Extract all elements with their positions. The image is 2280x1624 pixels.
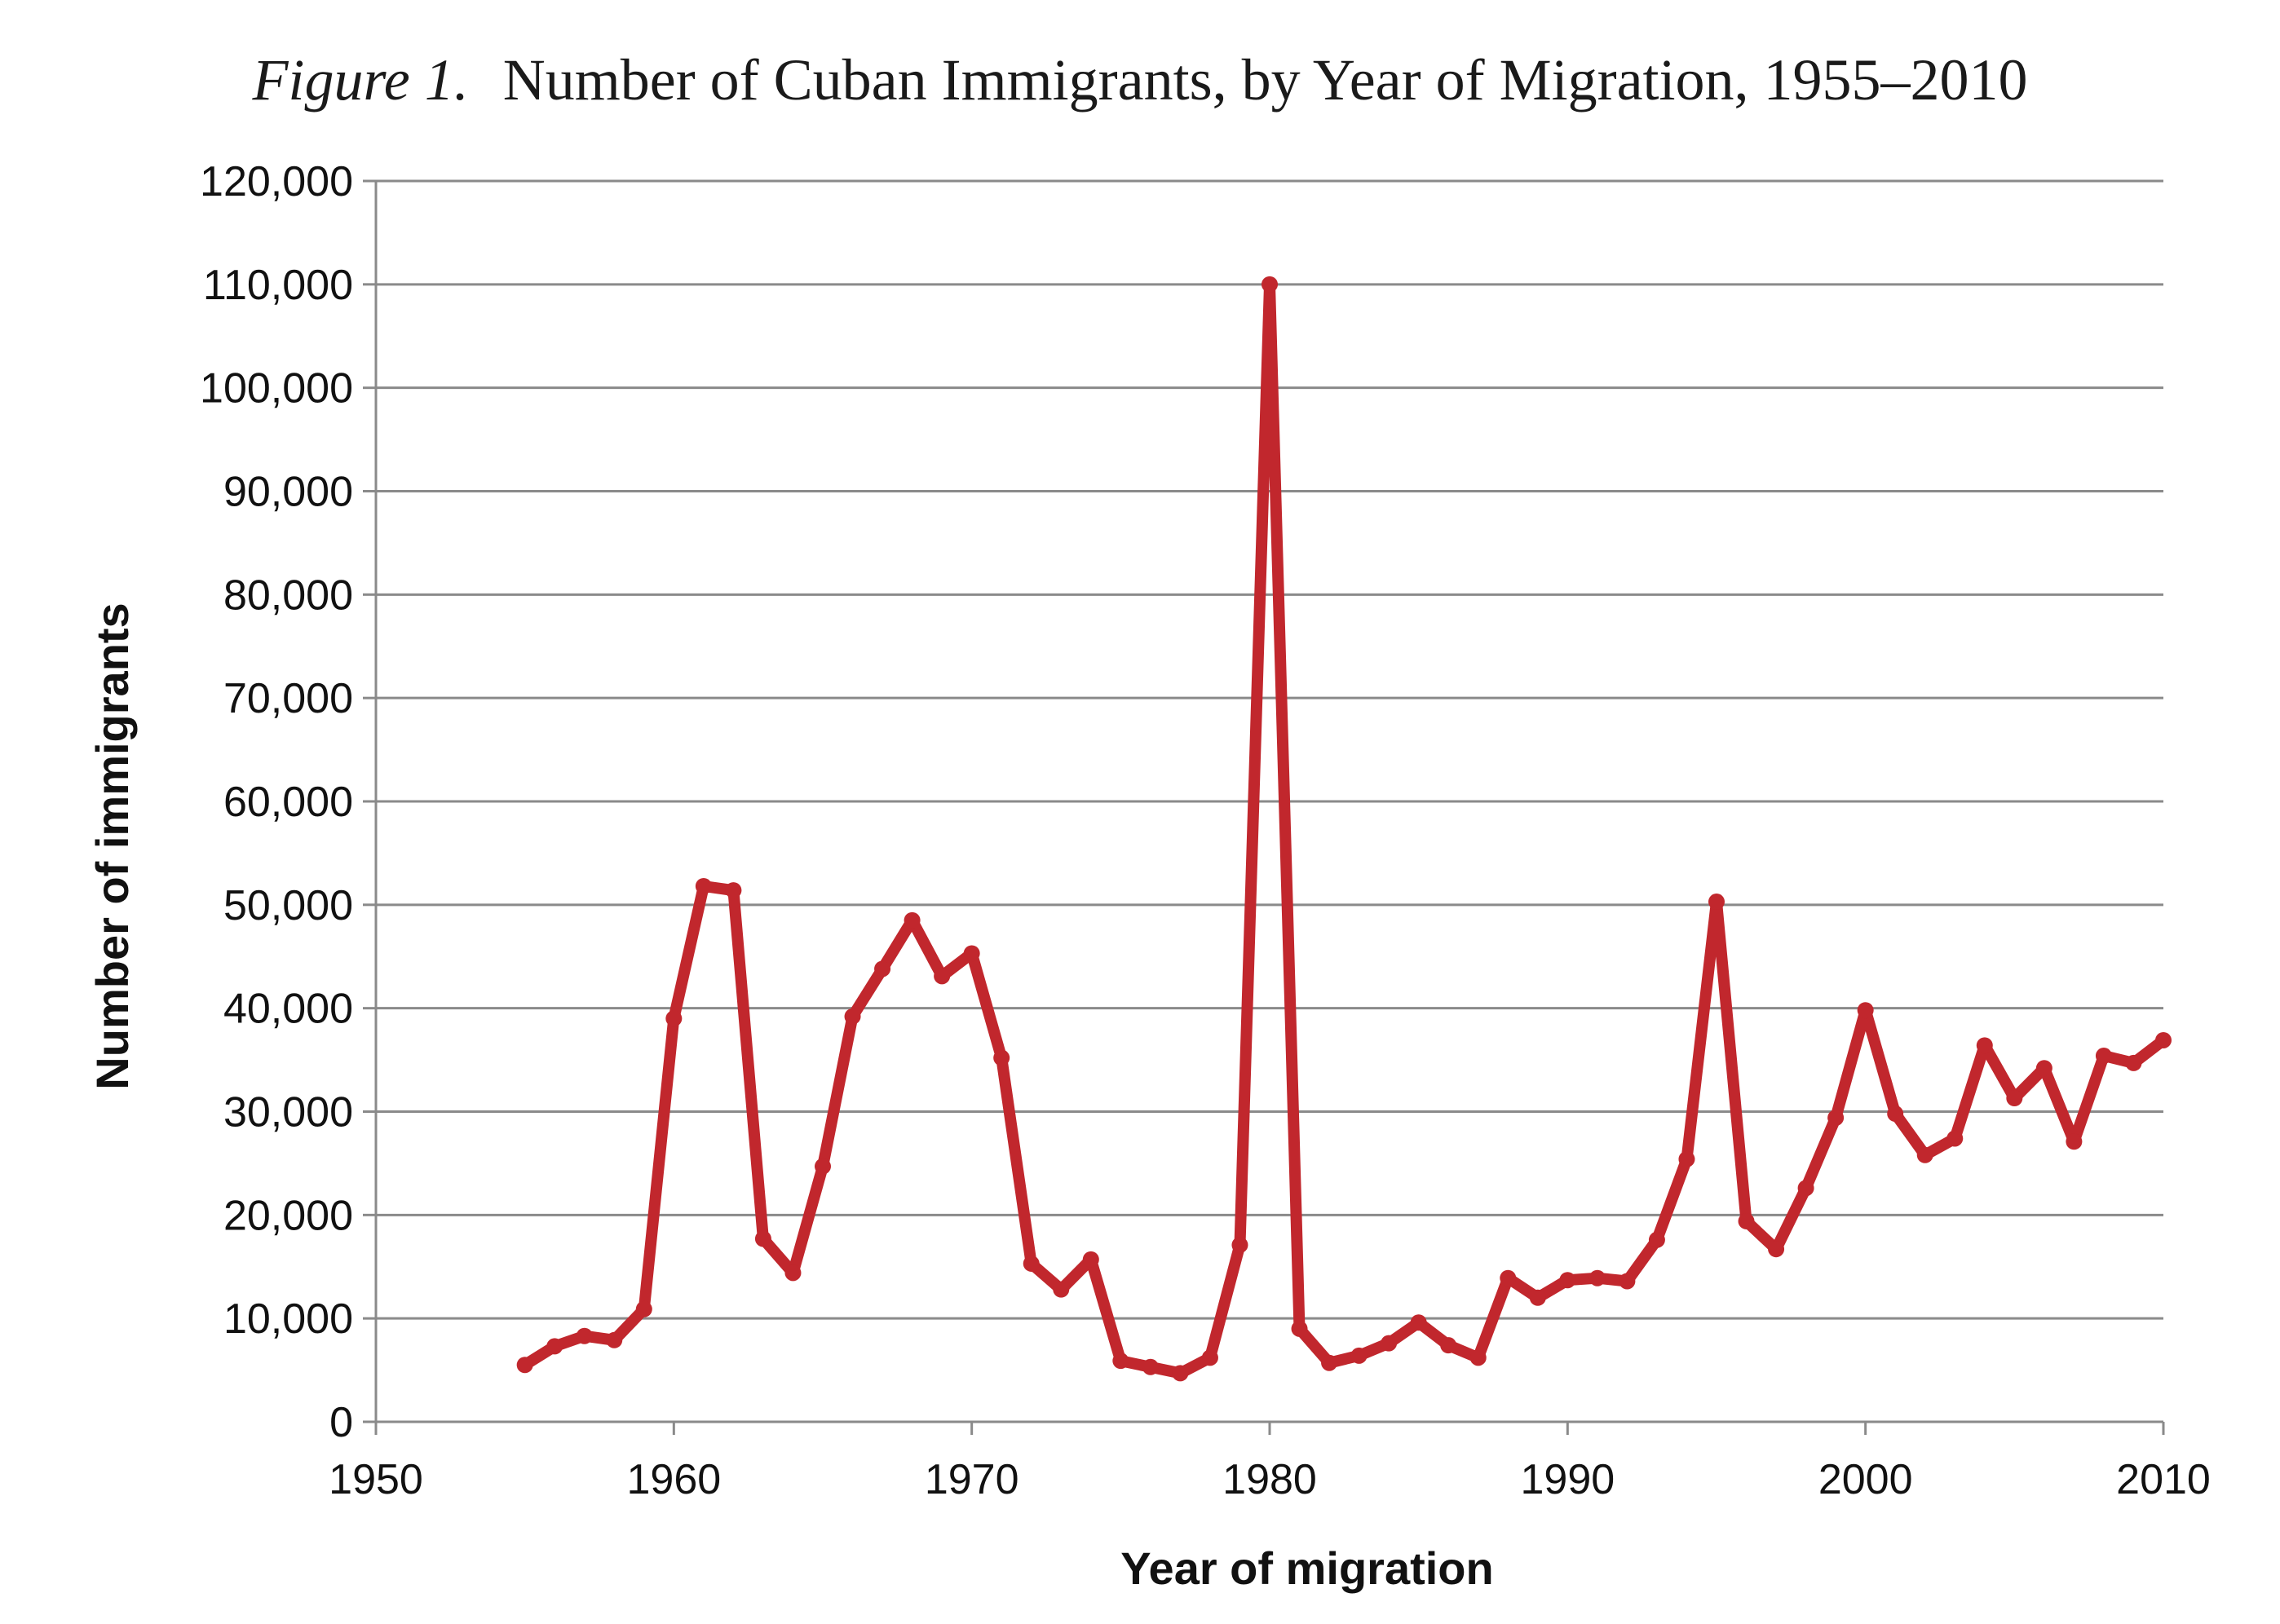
data-point [2125, 1054, 2142, 1071]
data-point [844, 1008, 861, 1025]
y-tick-labels: 0 10,000 20,000 30,000 40,000 50,000 60,000 70,… [200, 158, 353, 1446]
data-point [1231, 1237, 1248, 1254]
x-axis-label: Year of migration [1120, 1542, 1493, 1594]
x-tick-labels: 1950 1960 1970 1980 1990 2000 2010 [329, 1456, 2211, 1503]
data-point [963, 945, 980, 962]
y-tick-label: 60,000 [223, 779, 353, 826]
data-point [516, 1357, 533, 1374]
series-line [519, 278, 2169, 1379]
data-point [1023, 1255, 1040, 1272]
data-point [993, 1049, 1010, 1066]
data-point [1678, 1150, 1695, 1167]
data-point [1559, 1272, 1576, 1289]
data-point [1768, 1241, 1785, 1258]
x-tick-label: 1970 [925, 1456, 1019, 1503]
data-point [725, 882, 742, 899]
data-point [1738, 1212, 1755, 1229]
data-point [2035, 1060, 2052, 1077]
data-point [695, 878, 712, 895]
axes [363, 179, 2165, 1435]
data-point [815, 1158, 831, 1175]
chart-title: Figure 1. Number of Cuban Immigrants, by… [251, 47, 2027, 113]
x-tick-label: 1950 [329, 1456, 423, 1503]
data-point [1827, 1110, 1845, 1127]
data-point [1529, 1289, 1546, 1306]
data-point [1410, 1314, 1427, 1331]
data-point [1053, 1281, 1070, 1298]
data-point [2155, 1031, 2172, 1048]
y-tick-label: 110,000 [203, 262, 353, 309]
data-point [1648, 1231, 1665, 1248]
series-line-group [516, 276, 2172, 1382]
y-tick-label: 10,000 [223, 1295, 353, 1343]
data-point [1708, 894, 1725, 911]
y-tick-label: 40,000 [223, 986, 353, 1033]
data-point [1291, 1320, 1308, 1337]
y-tick-label: 20,000 [223, 1192, 353, 1239]
x-tick-label: 1960 [626, 1456, 721, 1503]
y-tick-label: 0 [329, 1399, 353, 1446]
x-tick-label: 2000 [1818, 1456, 1913, 1503]
data-point [1797, 1180, 1814, 1197]
y-tick-label: 90,000 [223, 469, 353, 516]
data-point [1172, 1365, 1189, 1382]
y-tick-label: 100,000 [200, 365, 353, 413]
data-point [1440, 1337, 1457, 1354]
data-point [754, 1230, 771, 1247]
data-point [1619, 1273, 1636, 1290]
data-point [1469, 1349, 1487, 1366]
y-tick-label: 30,000 [223, 1089, 353, 1136]
y-tick-label: 120,000 [200, 158, 353, 205]
data-point [576, 1327, 593, 1344]
data-point [546, 1338, 563, 1355]
data-point [1857, 1002, 1874, 1019]
x-tick-label: 1990 [1520, 1456, 1615, 1503]
data-point [1500, 1269, 1517, 1286]
data-point [606, 1331, 623, 1348]
data-point [1588, 1269, 1606, 1286]
data-point [1916, 1146, 1933, 1163]
data-point [1201, 1349, 1218, 1366]
data-point [2066, 1133, 2083, 1150]
data-point [1082, 1251, 1099, 1268]
data-point [2006, 1090, 2023, 1107]
data-point [1350, 1347, 1368, 1364]
data-point [1976, 1037, 1993, 1054]
data-point [1321, 1354, 1338, 1371]
data-point [934, 968, 951, 985]
data-point [904, 911, 921, 929]
title-main: Number of Cuban Immigrants, by Year of M… [503, 47, 2028, 113]
x-tick-label: 1980 [1222, 1456, 1317, 1503]
svg-text:Figure 1. Number of Cuba: Figure 1. Number of Cuban Immigrants, by… [251, 47, 2027, 113]
data-point [1946, 1130, 1964, 1147]
data-point [1262, 276, 1278, 293]
y-tick-label: 50,000 [223, 882, 353, 929]
title-prefix: Figure 1. [251, 47, 468, 113]
data-point [2095, 1048, 2112, 1065]
data-point [784, 1264, 802, 1282]
data-point [635, 1300, 652, 1317]
data-point [1112, 1353, 1129, 1370]
y-axis-label: Number of immigrants [86, 602, 138, 1089]
x-tick-label: 2010 [2116, 1456, 2211, 1503]
data-point [874, 960, 891, 977]
data-point [1381, 1335, 1398, 1352]
y-tick-label: 80,000 [223, 571, 353, 619]
data-point [1887, 1105, 1904, 1123]
data-point [665, 1010, 683, 1027]
y-tick-label: 70,000 [223, 675, 353, 722]
data-point [1142, 1358, 1159, 1375]
gridlines [376, 179, 2163, 1320]
